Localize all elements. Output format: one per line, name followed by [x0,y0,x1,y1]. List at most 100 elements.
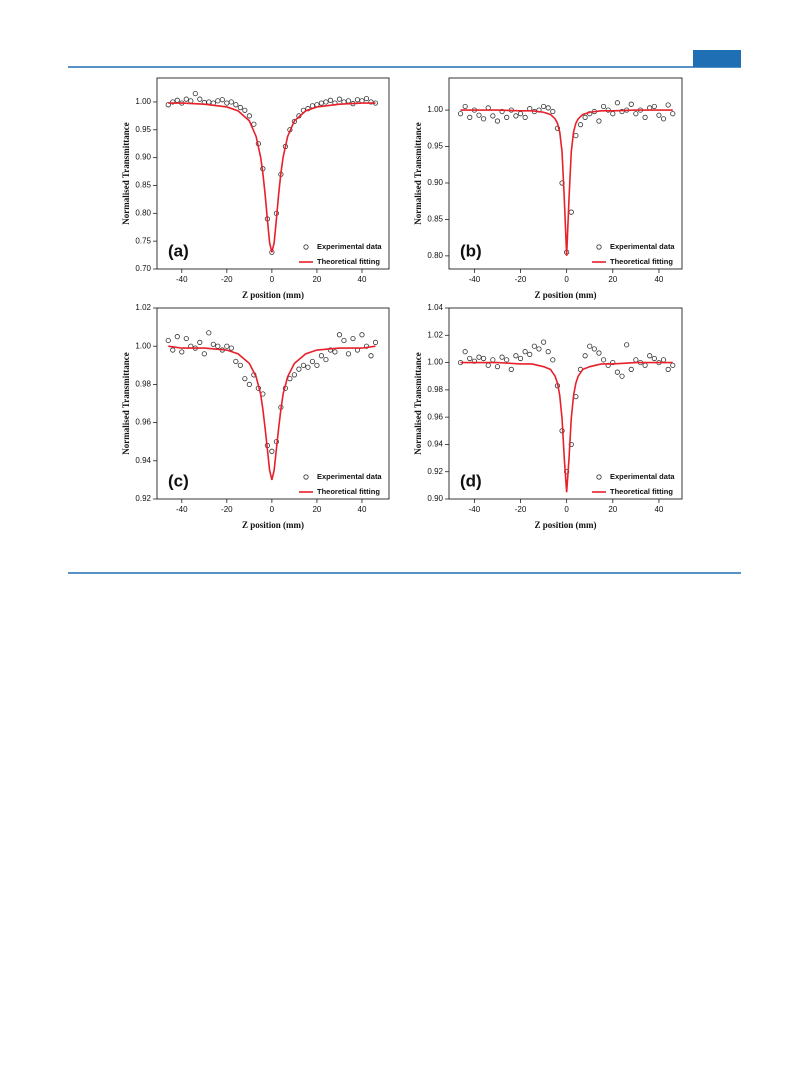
legend-swatch [596,244,602,250]
y-axis-label: Normalised Transmittance [413,352,423,454]
data-point [531,343,537,349]
data-point [368,353,374,359]
y-tick-label: 1.00 [427,358,443,367]
x-tick-label: -40 [469,505,481,514]
data-point [596,350,602,356]
data-point [467,114,473,120]
data-point [540,339,547,345]
y-axis-label: Normalised Transmittance [413,122,423,224]
data-point [183,335,189,342]
data-point [345,351,352,357]
data-point [614,369,621,375]
data-point [633,111,639,117]
data-point [242,376,248,382]
data-point [508,366,514,372]
data-point [233,102,239,108]
y-tick-label: 1.02 [427,330,443,339]
y-tick-label: 0.92 [427,467,443,476]
data-point [582,353,588,359]
data-point [372,339,379,345]
x-axis-label: Z position (mm) [242,290,304,300]
data-point [577,122,584,128]
legend-label: Theoretical fitting [610,487,673,496]
data-point [206,330,212,336]
legend-label: Theoretical fitting [317,487,380,496]
y-tick-label: 1.02 [135,303,151,312]
data-point [237,104,243,111]
data-point [656,112,662,118]
legend-label: Experimental data [610,242,675,251]
data-point [628,101,634,107]
data-point [350,335,356,342]
y-tick-label: 0.90 [135,153,151,162]
data-point [614,100,621,106]
data-point [215,343,221,349]
data-point [582,114,588,120]
data-point [327,347,334,353]
chart-panel: 0.92 0.94 0.96 0.98 1.00 1.02 -40 -20 0 20 40 Z pos… [121,303,390,530]
data-point [179,349,185,355]
data-point [170,347,176,353]
data-point [323,356,329,363]
data-point [651,355,657,362]
panel-label: (a) [168,241,189,260]
data-point [504,114,510,120]
chart-panel: 0.80 0.85 0.90 0.95 1.00 -40 -20 0 20 40 Z positio… [413,77,683,300]
y-tick-label: 0.92 [135,494,151,503]
x-tick-label: 0 [564,505,569,514]
x-tick-label: 40 [654,275,663,284]
y-axis-label: Normalised Transmittance [121,122,131,224]
data-point [300,362,307,368]
data-point [471,358,477,364]
legend-swatch [303,244,309,250]
y-tick-label: 0.94 [135,456,151,465]
plot-area [457,339,676,493]
y-tick-label: 0.85 [427,215,443,224]
plot-frame [448,77,683,270]
plot-frame [156,307,390,500]
fit-line [460,109,673,256]
data-point [494,118,501,124]
plot-frame [156,77,390,270]
data-point [242,107,248,113]
y-tick-label: 0.75 [135,236,151,245]
panel-label: (c) [168,471,189,490]
data-point [536,346,542,352]
x-tick-label: 0 [270,505,275,514]
data-point [476,354,482,360]
data-point [591,346,597,352]
plot-frame [448,307,683,500]
x-axis-label: Z position (mm) [242,520,304,530]
x-tick-label: 40 [358,275,367,284]
y-tick-label: 0.80 [427,251,443,260]
y-tick-label: 0.70 [135,264,151,273]
data-point [170,99,176,105]
y-tick-label: 0.90 [427,178,443,187]
data-point [457,111,464,117]
data-point [499,108,505,115]
data-point [336,332,343,338]
data-point [522,114,528,120]
data-point [462,103,468,110]
data-point [550,357,556,363]
data-point [504,357,510,363]
data-point [269,448,275,454]
x-tick-label: -40 [469,275,481,284]
y-tick-label: 0.90 [427,494,443,503]
data-point [513,113,519,119]
data-point [467,355,473,362]
legend-label: Experimental data [317,472,382,481]
plot-area [457,100,676,256]
x-tick-label: -40 [176,505,188,514]
data-point [624,342,630,348]
legend-swatch [303,474,309,480]
x-tick-label: -20 [515,275,527,284]
data-point [201,351,207,357]
data-point [665,102,671,108]
data-point [490,113,496,119]
header-tab [693,50,741,67]
data-point [651,103,657,110]
x-tick-label: 40 [358,505,367,514]
data-point [610,359,616,366]
